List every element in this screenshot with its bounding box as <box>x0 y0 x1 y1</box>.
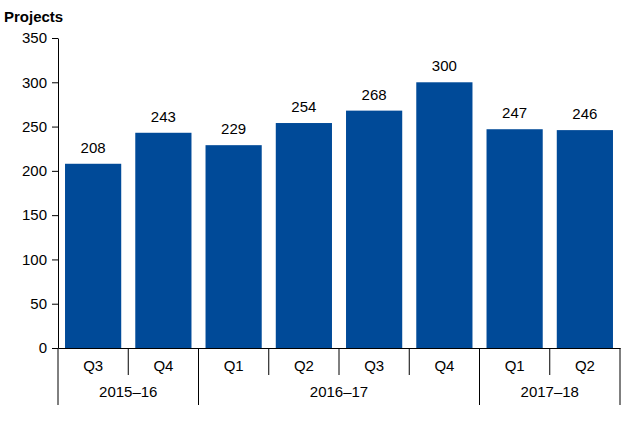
bar <box>276 123 332 348</box>
data-label: 229 <box>221 120 246 137</box>
data-label: 300 <box>432 57 457 74</box>
y-tick-label: 350 <box>22 29 47 46</box>
category-separator <box>549 348 550 375</box>
category-separator <box>198 348 199 405</box>
bar <box>346 111 402 348</box>
category-separators <box>58 348 620 405</box>
category-separator <box>268 348 269 375</box>
y-tick-mark <box>52 171 58 172</box>
category-separator <box>620 348 621 405</box>
category-separator <box>58 348 59 405</box>
category-separator <box>339 348 340 375</box>
x-tick: Q1 <box>505 348 525 374</box>
y-tick: 0 <box>39 339 58 356</box>
y-tick-label: 300 <box>22 74 47 91</box>
y-tick: 300 <box>22 74 58 91</box>
y-tick-mark <box>52 259 58 260</box>
bar <box>135 133 191 348</box>
y-tick-mark <box>52 304 58 305</box>
x-tick-label: Q3 <box>364 357 384 374</box>
y-axis-title: Projects <box>4 8 63 25</box>
y-tick-mark <box>52 215 58 216</box>
y-tick-label: 0 <box>39 339 47 356</box>
group-label: 2017–18 <box>521 383 579 400</box>
x-tick-label: Q1 <box>505 357 525 374</box>
x-tick: Q2 <box>575 348 595 374</box>
x-tick: Q3 <box>83 348 103 374</box>
x-tick-label: Q1 <box>224 357 244 374</box>
y-tick: 150 <box>22 206 58 223</box>
bar <box>487 129 543 348</box>
x-tick-label: Q3 <box>83 357 103 374</box>
y-tick-mark <box>52 82 58 83</box>
bar <box>416 82 472 348</box>
x-tick: Q1 <box>224 348 244 374</box>
bar <box>206 145 262 348</box>
x-tick: Q2 <box>294 348 314 374</box>
y-tick: 100 <box>22 251 58 268</box>
data-label: 268 <box>362 86 387 103</box>
x-tick-label: Q4 <box>153 357 173 374</box>
bar <box>557 130 613 348</box>
y-tick: 50 <box>30 295 58 312</box>
x-tick: Q4 <box>153 348 173 374</box>
y-tick-label: 150 <box>22 206 47 223</box>
y-tick-label: 100 <box>22 251 47 268</box>
y-tick-mark <box>52 348 58 349</box>
x-tick: Q3 <box>364 348 384 374</box>
bar <box>65 164 121 348</box>
data-label: 208 <box>81 139 106 156</box>
y-tick: 250 <box>22 118 58 135</box>
x-tick: Q4 <box>434 348 454 374</box>
category-separator <box>128 348 129 375</box>
y-axis: 0 50 100 150 200 250 300 350 <box>22 29 59 356</box>
x-tick-label: Q2 <box>575 357 595 374</box>
bars <box>65 82 613 348</box>
y-tick-label: 200 <box>22 162 47 179</box>
y-tick-mark <box>52 127 58 128</box>
category-separator <box>479 348 480 405</box>
chart: 208 243 229 254 268 300 247 246 0 50 100 150 200 250 3… <box>0 0 644 421</box>
y-tick: 350 <box>22 29 58 46</box>
y-tick-mark <box>52 38 58 39</box>
y-tick-label: 250 <box>22 118 47 135</box>
group-label: 2016–17 <box>310 383 368 400</box>
data-label: 243 <box>151 108 176 125</box>
data-label: 247 <box>502 104 527 121</box>
group-label: 2015–16 <box>99 383 157 400</box>
y-tick-label: 50 <box>30 295 47 312</box>
data-label: 254 <box>291 98 316 115</box>
group-labels: 2015–16 2016–17 2017–18 <box>99 383 579 400</box>
y-tick: 200 <box>22 162 58 179</box>
data-labels: 208 243 229 254 268 300 247 246 <box>81 57 598 155</box>
y-axis-line <box>58 39 59 349</box>
data-label: 246 <box>572 105 597 122</box>
category-separator <box>409 348 410 375</box>
x-tick-label: Q4 <box>434 357 454 374</box>
x-tick-label: Q2 <box>294 357 314 374</box>
